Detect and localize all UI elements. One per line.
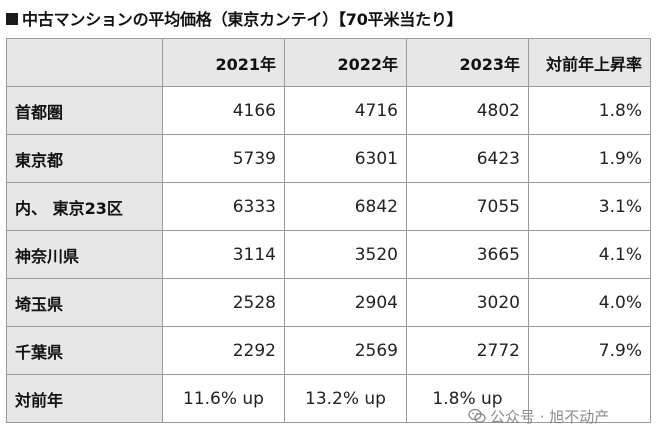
table-cell: 7055: [406, 182, 529, 231]
row-label: 内、 東京23区: [6, 182, 163, 231]
table-row: 東京都 5739 6301 6423 1.9%: [6, 134, 651, 183]
header-corner-cell: [6, 38, 163, 87]
table-cell: 1.8%: [528, 86, 651, 135]
title-text: 中古マンションの平均価格（東京カンテイ）【70平米当たり】: [22, 10, 463, 29]
table-cell: 7.9%: [528, 326, 651, 375]
price-table: 2021年 2022年 2023年 対前年上昇率 首都圏 4166 4716 4…: [6, 38, 651, 423]
table-cell: 5739: [162, 134, 285, 183]
table-cell: 13.2% up: [284, 374, 407, 423]
table-cell: 4802: [406, 86, 529, 135]
table-cell: 4.1%: [528, 230, 651, 279]
table-cell: 3.1%: [528, 182, 651, 231]
row-label: 首都圏: [6, 86, 163, 135]
table-cell: 2904: [284, 278, 407, 327]
table-cell: 3020: [406, 278, 529, 327]
table-title: 中古マンションの平均価格（東京カンテイ）【70平米当たり】: [6, 4, 463, 32]
table-cell: 4.0%: [528, 278, 651, 327]
row-label: 東京都: [6, 134, 163, 183]
table-row: 内、 東京23区 6333 6842 7055 3.1%: [6, 182, 651, 231]
header-2023: 2023年: [406, 38, 529, 87]
table-cell: 3665: [406, 230, 529, 279]
table-cell: 1.9%: [528, 134, 651, 183]
table-cell: 6333: [162, 182, 285, 231]
table-row: 埼玉県 2528 2904 3020 4.0%: [6, 278, 651, 327]
table-cell: 6842: [284, 182, 407, 231]
table-row: 神奈川県 3114 3520 3665 4.1%: [6, 230, 651, 279]
table-cell: 2772: [406, 326, 529, 375]
table-cell: 3114: [162, 230, 285, 279]
row-label: 対前年: [6, 374, 163, 423]
table-row: 首都圏 4166 4716 4802 1.8%: [6, 86, 651, 135]
header-row: 2021年 2022年 2023年 対前年上昇率: [6, 38, 651, 87]
table-cell: 1.8% up: [406, 374, 529, 423]
table-cell: 2528: [162, 278, 285, 327]
table-cell: 6301: [284, 134, 407, 183]
table-cell: 3520: [284, 230, 407, 279]
table-cell: [528, 374, 651, 423]
row-label: 千葉県: [6, 326, 163, 375]
table-cell: 11.6% up: [162, 374, 285, 423]
header-2021: 2021年: [162, 38, 285, 87]
table-cell: 2292: [162, 326, 285, 375]
title-bullet-icon: [6, 12, 18, 25]
table-cell: 2569: [284, 326, 407, 375]
header-2022: 2022年: [284, 38, 407, 87]
table-row: 対前年 11.6% up 13.2% up 1.8% up: [6, 374, 651, 423]
row-label: 埼玉県: [6, 278, 163, 327]
row-label: 神奈川県: [6, 230, 163, 279]
table-cell: 4166: [162, 86, 285, 135]
table-cell: 4716: [284, 86, 407, 135]
table-row: 千葉県 2292 2569 2772 7.9%: [6, 326, 651, 375]
header-yoy-rate: 対前年上昇率: [528, 38, 651, 87]
table-cell: 6423: [406, 134, 529, 183]
